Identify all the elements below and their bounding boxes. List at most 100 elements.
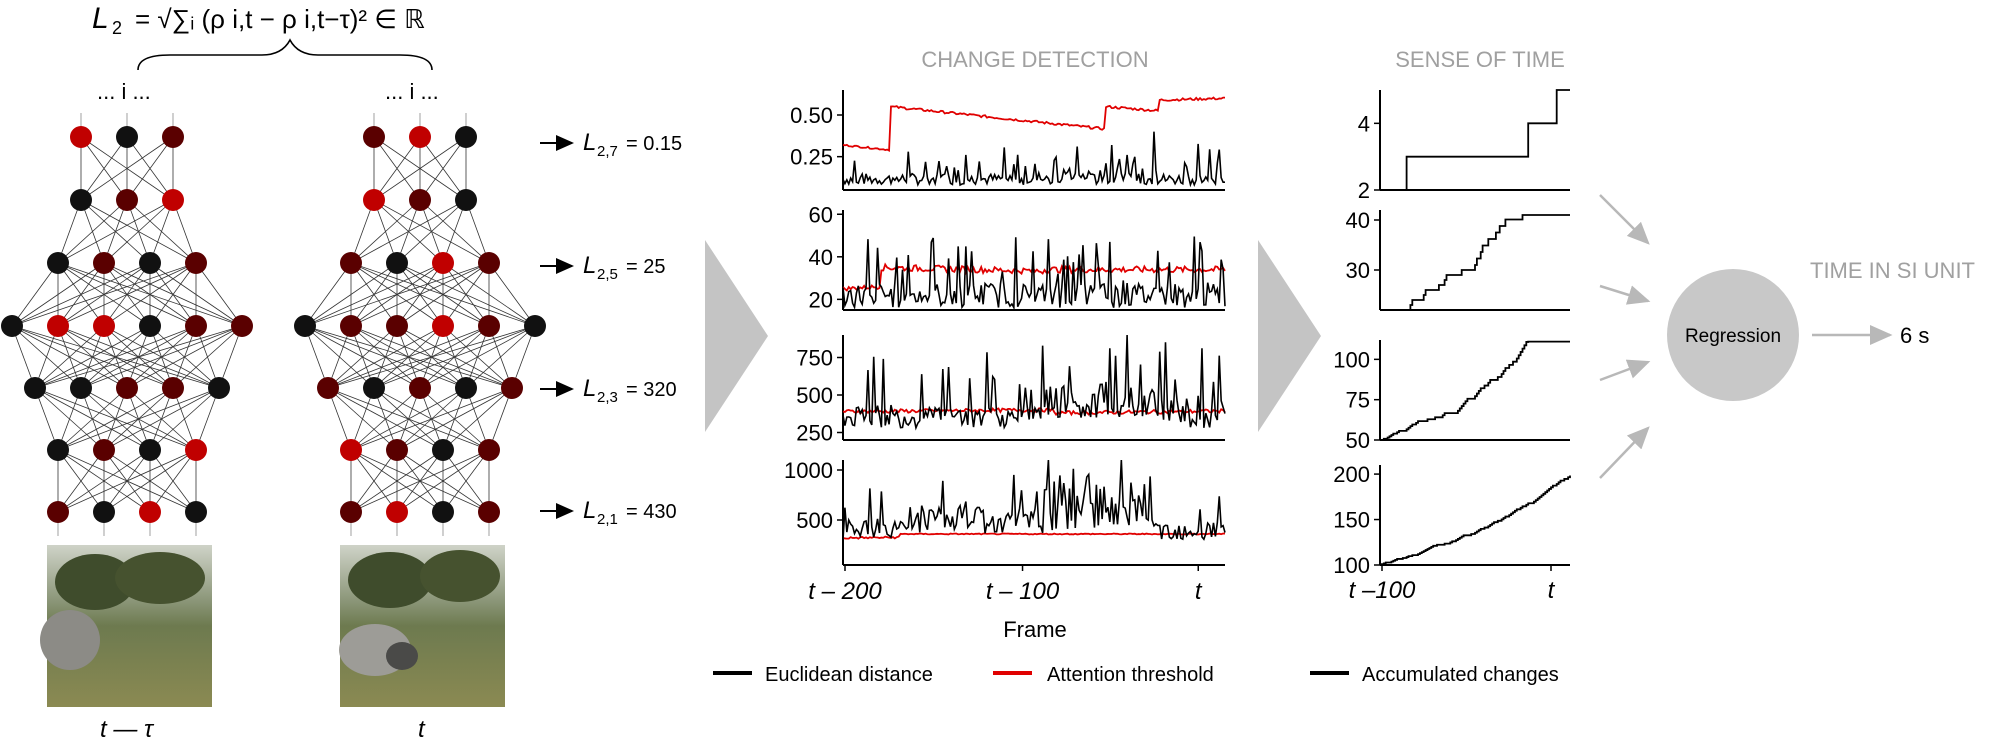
- sense-of-time-panel: 100 75 50: [1333, 340, 1570, 453]
- neuron: [185, 315, 207, 337]
- attention-threshold-line: [842, 532, 1226, 540]
- neuron: [501, 377, 523, 399]
- accumulated-changes-line: [1380, 214, 1570, 311]
- regression-input-arrow-2: [1599, 284, 1651, 305]
- neuron: [185, 439, 207, 461]
- neuron: [47, 315, 69, 337]
- neuron: [47, 439, 69, 461]
- neuron: [340, 501, 362, 523]
- neuron: [70, 126, 92, 148]
- legend: Euclidean distance Attention threshold A…: [713, 664, 1559, 686]
- neuron: [139, 315, 161, 337]
- distance-l25: L 2,5 = 25: [540, 252, 665, 283]
- distance-l21-value: = 430: [626, 501, 677, 523]
- y-tick-label: 20: [809, 287, 833, 312]
- distance-l23-label: L: [583, 375, 596, 402]
- sense-of-time-panel: 40 30: [1346, 208, 1570, 311]
- neuron: [116, 126, 138, 148]
- accumulated-changes-line: [1380, 340, 1570, 441]
- neuron: [409, 377, 431, 399]
- right-caption: t: [418, 716, 426, 739]
- neuron: [386, 439, 408, 461]
- neuron: [294, 315, 316, 337]
- neuron: [363, 126, 385, 148]
- y-tick-label: 100: [1333, 553, 1370, 578]
- change-detection-panel: 60 40 20: [809, 202, 1226, 312]
- legend-euclidean-label: Euclidean distance: [765, 664, 933, 686]
- neuron: [231, 315, 253, 337]
- flow-arrow-2: [1258, 240, 1321, 432]
- sense-of-time-panel: 42: [1358, 89, 1570, 203]
- y-tick-label: 50: [1346, 428, 1370, 453]
- neuron: [93, 501, 115, 523]
- distance-l25-sub: 2,5: [597, 266, 618, 283]
- attention-threshold-line: [842, 96, 1226, 153]
- x-tick-label: t: [1195, 578, 1203, 605]
- neuron: [386, 501, 408, 523]
- neuron: [455, 377, 477, 399]
- y-tick-label: 750: [796, 346, 833, 371]
- sense-of-time-title: SENSE OF TIME: [1395, 47, 1565, 72]
- neuron: [47, 252, 69, 274]
- neuron: [478, 252, 500, 274]
- neuron: [139, 439, 161, 461]
- output-value: 6 s: [1900, 323, 1929, 348]
- frame-photo-left: [40, 545, 212, 707]
- neuron: [93, 252, 115, 274]
- regression-input-arrow-4: [1599, 426, 1650, 479]
- y-tick-label: 500: [796, 508, 833, 533]
- legend-threshold-label: Attention threshold: [1047, 664, 1214, 686]
- network-edges: [11, 113, 243, 536]
- neuron: [116, 377, 138, 399]
- neuron: [208, 377, 230, 399]
- change-detection-panel: 1000 500 t – 200 t – 100 t: [784, 458, 1226, 605]
- neuron: [432, 439, 454, 461]
- change-detection-charts: 0.50 0.25 60 40 20 750 500 250 1000 500 t – 200 t –…: [784, 90, 1226, 605]
- formula-lhs-sub: 2: [112, 18, 122, 38]
- y-tick-label: 1000: [784, 458, 833, 483]
- brace: [137, 38, 433, 71]
- euclidean-distance-line: [842, 334, 1226, 431]
- neuron: [386, 315, 408, 337]
- regression-input-arrow-3: [1599, 359, 1651, 382]
- legend-accumulated-label: Accumulated changes: [1362, 664, 1559, 686]
- change-detection-panel: 750 500 250: [796, 334, 1226, 446]
- neuron: [363, 189, 385, 211]
- accumulated-changes-line: [1380, 89, 1570, 191]
- time-in-si-title: TIME IN SI UNIT: [1810, 258, 1975, 283]
- y-tick-label: 150: [1333, 508, 1370, 533]
- neuron: [139, 501, 161, 523]
- neuron: [162, 126, 184, 148]
- distance-l23: L 2,3 = 320: [540, 375, 677, 406]
- y-tick-label: 200: [1333, 462, 1370, 487]
- neuron: [340, 439, 362, 461]
- formula: L 2 = √∑ᵢ (ρ i,t − ρ i,t−τ)² ∈ ℝ: [92, 2, 425, 38]
- neuron: [1, 315, 23, 337]
- distance-l25-value: = 25: [626, 256, 665, 278]
- neuron: [432, 252, 454, 274]
- y-tick-label: 250: [796, 421, 833, 446]
- change-detection-panel: 0.50 0.25: [790, 90, 1226, 191]
- neuron: [162, 189, 184, 211]
- left-caption: t — τ: [100, 716, 155, 739]
- neuron: [116, 189, 138, 211]
- x-tick-label: t –100: [1349, 577, 1416, 604]
- y-tick-label: 75: [1346, 388, 1370, 413]
- distance-l21-sub: 2,1: [597, 511, 618, 528]
- x-tick-label: t – 200: [808, 578, 882, 605]
- distance-l23-value: = 320: [626, 379, 677, 401]
- y-tick-label: 4: [1358, 111, 1370, 136]
- distance-l21: L 2,1 = 430: [540, 497, 677, 528]
- neuron: [93, 439, 115, 461]
- neuron: [455, 189, 477, 211]
- formula-rhs: = √∑ᵢ (ρ i,t − ρ i,t−τ)² ∈ ℝ: [135, 4, 425, 34]
- euclidean-distance-line: [842, 459, 1226, 541]
- neuron: [478, 439, 500, 461]
- y-tick-label: 30: [1346, 258, 1370, 283]
- euclidean-distance-line: [842, 236, 1226, 311]
- y-tick-label: 0.50: [790, 103, 833, 128]
- x-tick-label: t – 100: [986, 578, 1060, 605]
- neuron: [478, 315, 500, 337]
- neuron: [409, 189, 431, 211]
